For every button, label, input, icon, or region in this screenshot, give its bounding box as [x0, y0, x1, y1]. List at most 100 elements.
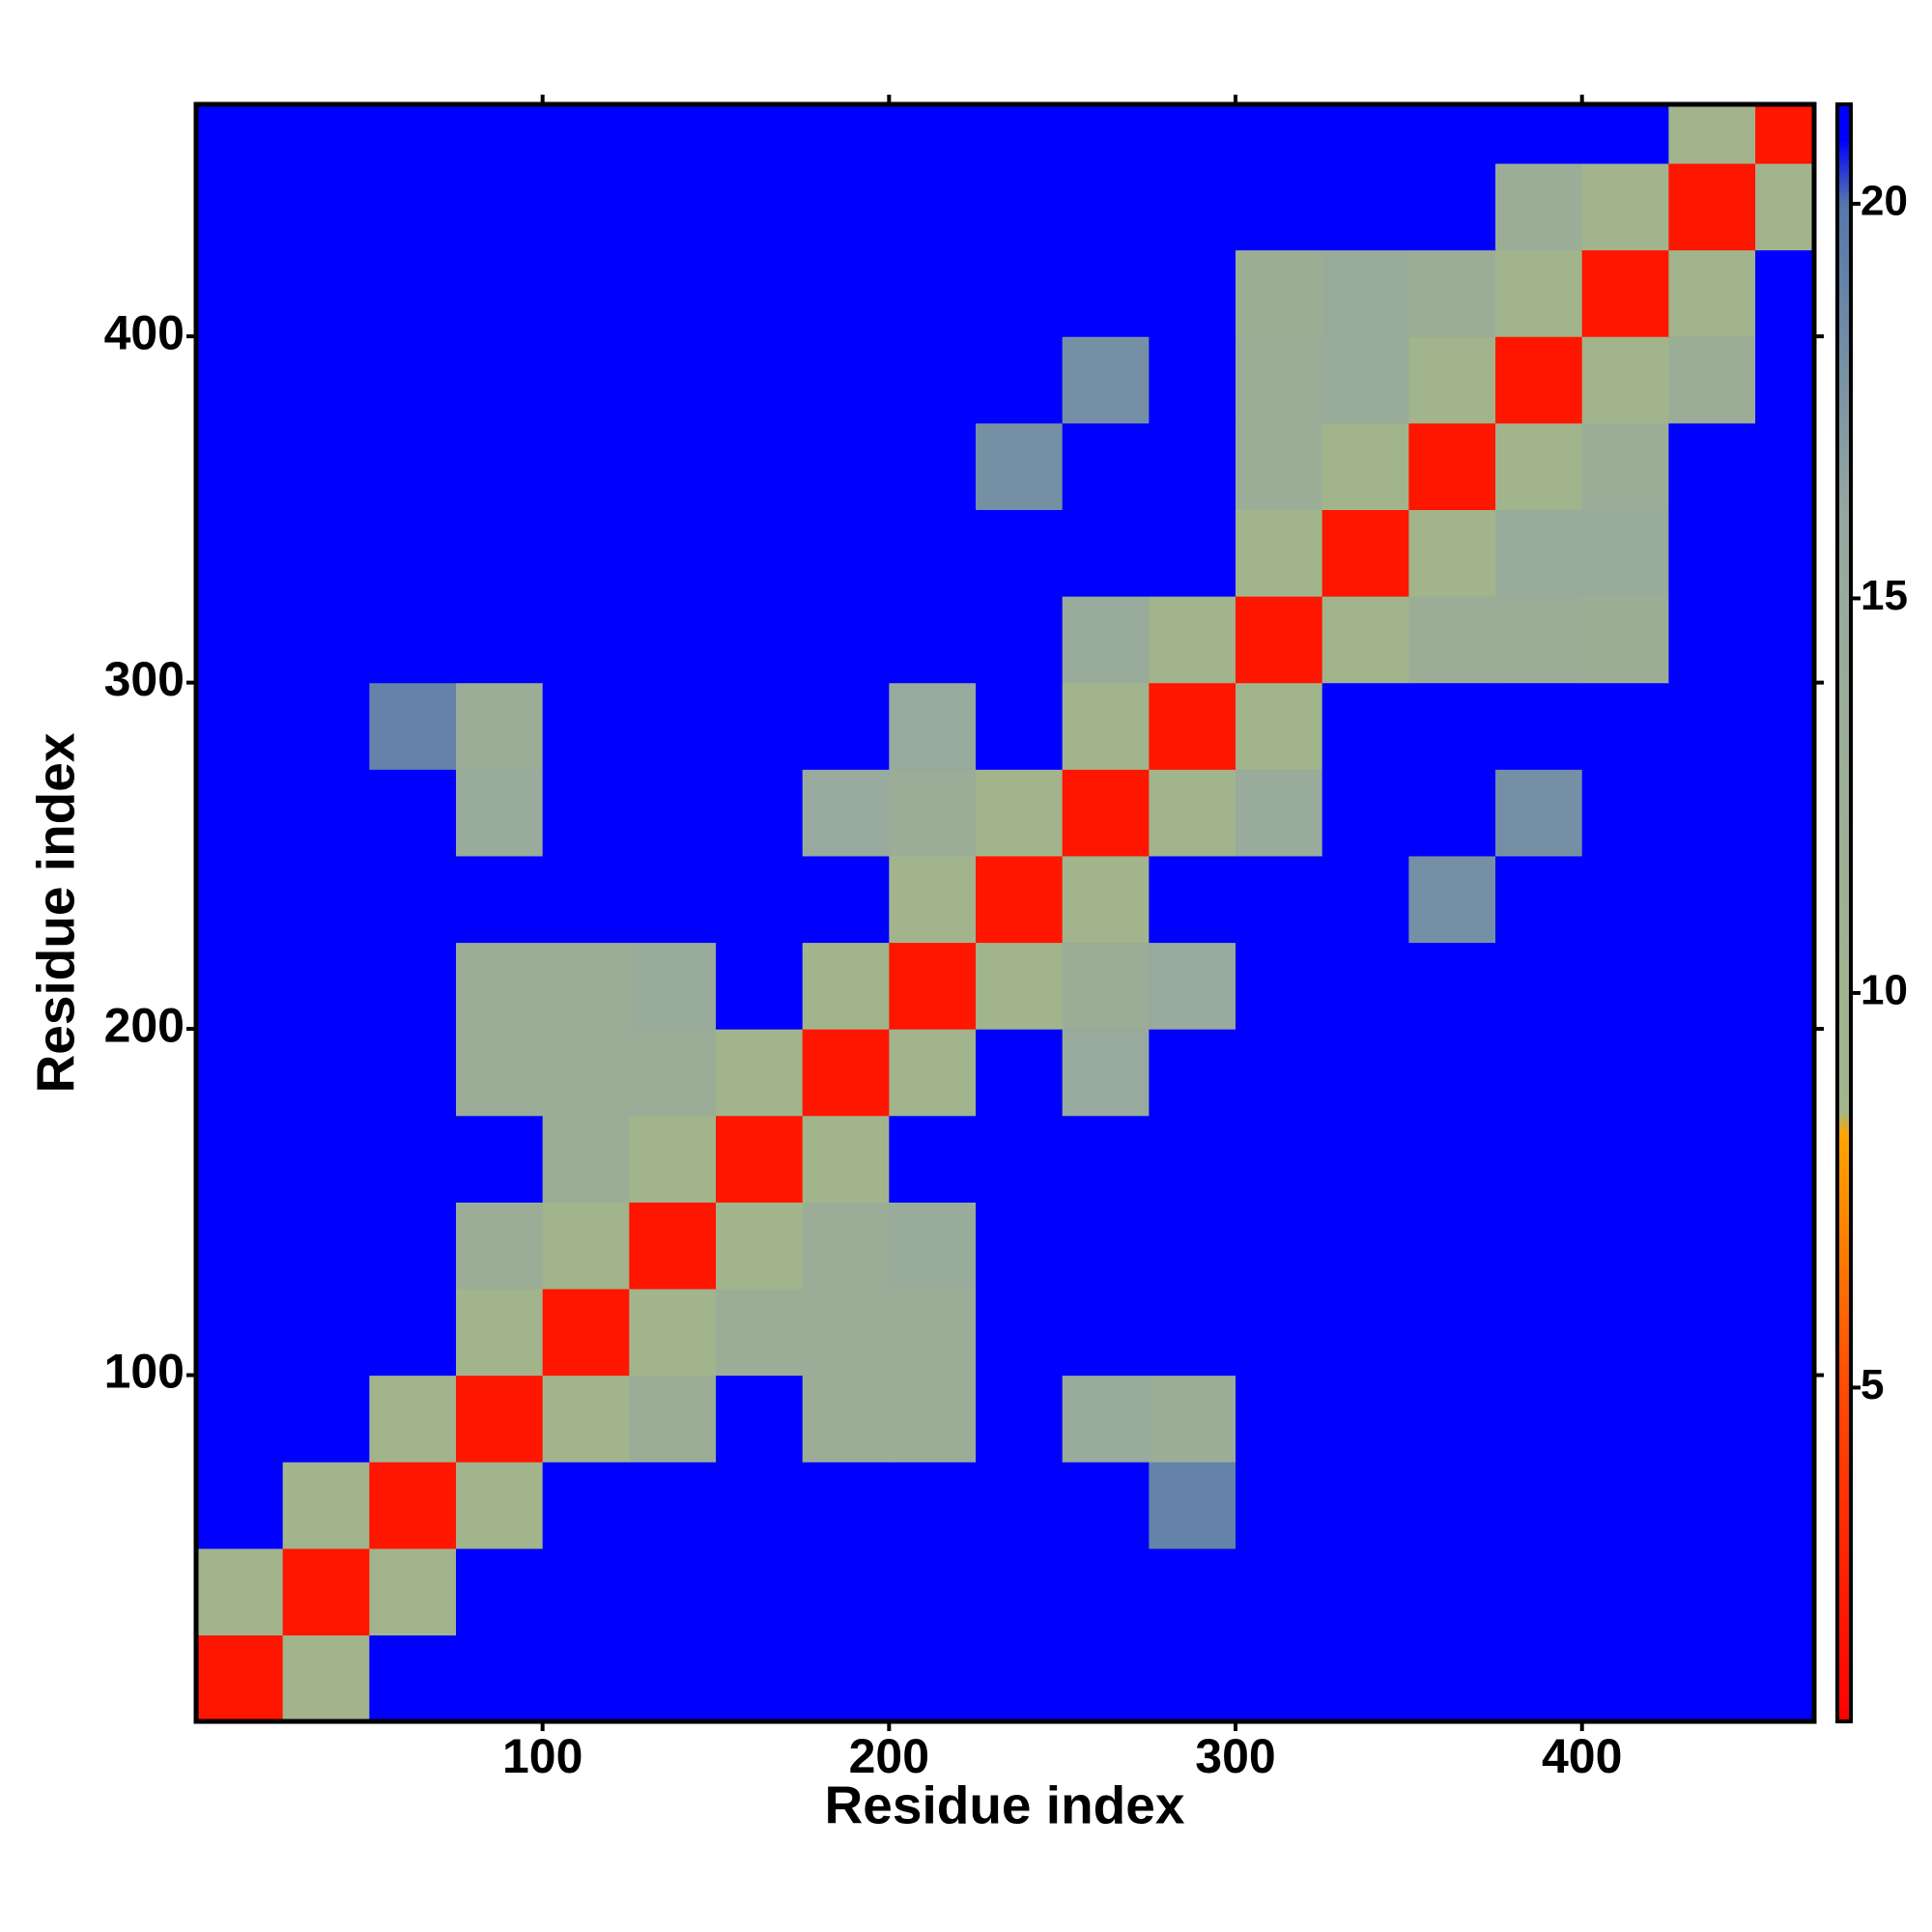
- heatmap-cell: [456, 1288, 544, 1377]
- heatmap-cell: [369, 509, 457, 597]
- heatmap-cell: [976, 1029, 1064, 1117]
- heatmap-cell: [889, 1548, 977, 1635]
- heatmap-cell: [1581, 162, 1669, 251]
- heatmap-cell: [629, 1634, 717, 1721]
- heatmap-cell: [1755, 942, 1814, 1030]
- heatmap-cell: [1755, 1634, 1814, 1721]
- heatmap-cell: [889, 1115, 977, 1203]
- heatmap-cell: [1236, 422, 1323, 510]
- heatmap-cell: [1755, 336, 1814, 424]
- heatmap-cell: [196, 509, 284, 597]
- heatmap-cell: [1062, 1202, 1150, 1290]
- heatmap-cell: [1668, 1202, 1756, 1290]
- heatmap-cell: [1495, 682, 1583, 770]
- heatmap-cell: [1236, 1115, 1323, 1203]
- heatmap-cell: [716, 104, 804, 164]
- heatmap-cell: [1755, 1115, 1814, 1203]
- heatmap-cell: [1408, 596, 1496, 684]
- heatmap-cell: [889, 769, 977, 857]
- heatmap-cell: [889, 1202, 977, 1290]
- x-tick-label: 200: [849, 1729, 929, 1783]
- heatmap-cell: [1668, 942, 1756, 1030]
- heatmap-cell: [629, 336, 717, 424]
- heatmap-cell: [629, 1029, 717, 1117]
- heatmap-cell: [1321, 769, 1409, 857]
- heatmap-cell: [1408, 509, 1496, 597]
- heatmap-cell: [976, 104, 1064, 164]
- heatmap-cell: [1495, 336, 1583, 424]
- heatmap-cell: [1321, 1462, 1409, 1549]
- heatmap-cell: [196, 1115, 284, 1203]
- heatmap-cell: [456, 596, 544, 684]
- heatmap-cell: [976, 596, 1064, 684]
- heatmap-cell: [1062, 336, 1150, 424]
- heatmap-cell: [976, 1548, 1064, 1635]
- heatmap-cell: [369, 104, 457, 164]
- heatmap-cell: [1321, 162, 1409, 251]
- heatmap-cell: [1755, 682, 1814, 770]
- heatmap-cell: [716, 1375, 804, 1463]
- heatmap-cell: [369, 682, 457, 770]
- y-tick-label: 100: [104, 1345, 185, 1399]
- heatmap-cell: [1581, 1634, 1669, 1721]
- heatmap-cell: [889, 1634, 977, 1721]
- heatmap-cell: [1495, 1548, 1583, 1635]
- heatmap-cell: [369, 1634, 457, 1721]
- heatmap-cell: [456, 942, 544, 1030]
- heatmap-cell: [1149, 1462, 1236, 1549]
- heatmap-cell: [1581, 1202, 1669, 1290]
- heatmap-cell: [889, 1288, 977, 1377]
- heatmap-cell: [1668, 769, 1756, 857]
- heatmap-cell: [1495, 162, 1583, 251]
- y-axis-title: Residue index: [26, 732, 86, 1093]
- heatmap-cell: [629, 1115, 717, 1203]
- heatmap-cell: [542, 1115, 630, 1203]
- heatmap-cell: [716, 1029, 804, 1117]
- heatmap-cell: [1668, 1462, 1756, 1549]
- heatmap-cell: [196, 1288, 284, 1377]
- heatmap-cell: [1149, 942, 1236, 1030]
- heatmap-cell: [1062, 682, 1150, 770]
- heatmap-cell: [1495, 596, 1583, 684]
- heatmap-cell: [1755, 1029, 1814, 1117]
- heatmap-cell: [1755, 1548, 1814, 1635]
- heatmap-cell: [542, 249, 630, 337]
- heatmap-cell: [456, 1202, 544, 1290]
- heatmap-cell: [196, 1375, 284, 1463]
- heatmap-cell: [1495, 942, 1583, 1030]
- heatmap-cell: [629, 855, 717, 944]
- heatmap-cell: [282, 1115, 370, 1203]
- heatmap-cell: [1581, 682, 1669, 770]
- heatmap-cell: [1236, 769, 1323, 857]
- heatmap-cell: [1236, 249, 1323, 337]
- heatmap-cell: [456, 1462, 544, 1549]
- heatmap-cell: [282, 1202, 370, 1290]
- heatmap-cell: [1408, 336, 1496, 424]
- heatmap-cell: [1495, 1029, 1583, 1117]
- heatmap-cell: [1062, 1375, 1150, 1463]
- colorbar: [1835, 102, 1853, 1723]
- heatmap-cell: [456, 422, 544, 510]
- heatmap-cell: [1581, 249, 1669, 337]
- heatmap-cell: [1321, 1202, 1409, 1290]
- heatmap-cell: [1321, 596, 1409, 684]
- heatmap-cell: [1149, 769, 1236, 857]
- heatmap-cell: [196, 422, 284, 510]
- heatmap-cell: [1062, 162, 1150, 251]
- heatmap-cell: [716, 1634, 804, 1721]
- heatmap-cell: [456, 1548, 544, 1635]
- heatmap-cell: [196, 1634, 284, 1721]
- heatmap-cell: [1321, 422, 1409, 510]
- heatmap-cell: [542, 104, 630, 164]
- heatmap-cell: [716, 509, 804, 597]
- heatmap-cell: [1321, 1115, 1409, 1203]
- heatmap-cell: [282, 509, 370, 597]
- heatmap-cell: [976, 249, 1064, 337]
- heatmap-cell: [1408, 1288, 1496, 1377]
- heatmap-cell: [889, 682, 977, 770]
- heatmap-cell: [1149, 1202, 1236, 1290]
- heatmap-cell: [196, 1029, 284, 1117]
- heatmap-cell: [1668, 1115, 1756, 1203]
- heatmap-cell: [716, 855, 804, 944]
- heatmap-cell: [1581, 1548, 1669, 1635]
